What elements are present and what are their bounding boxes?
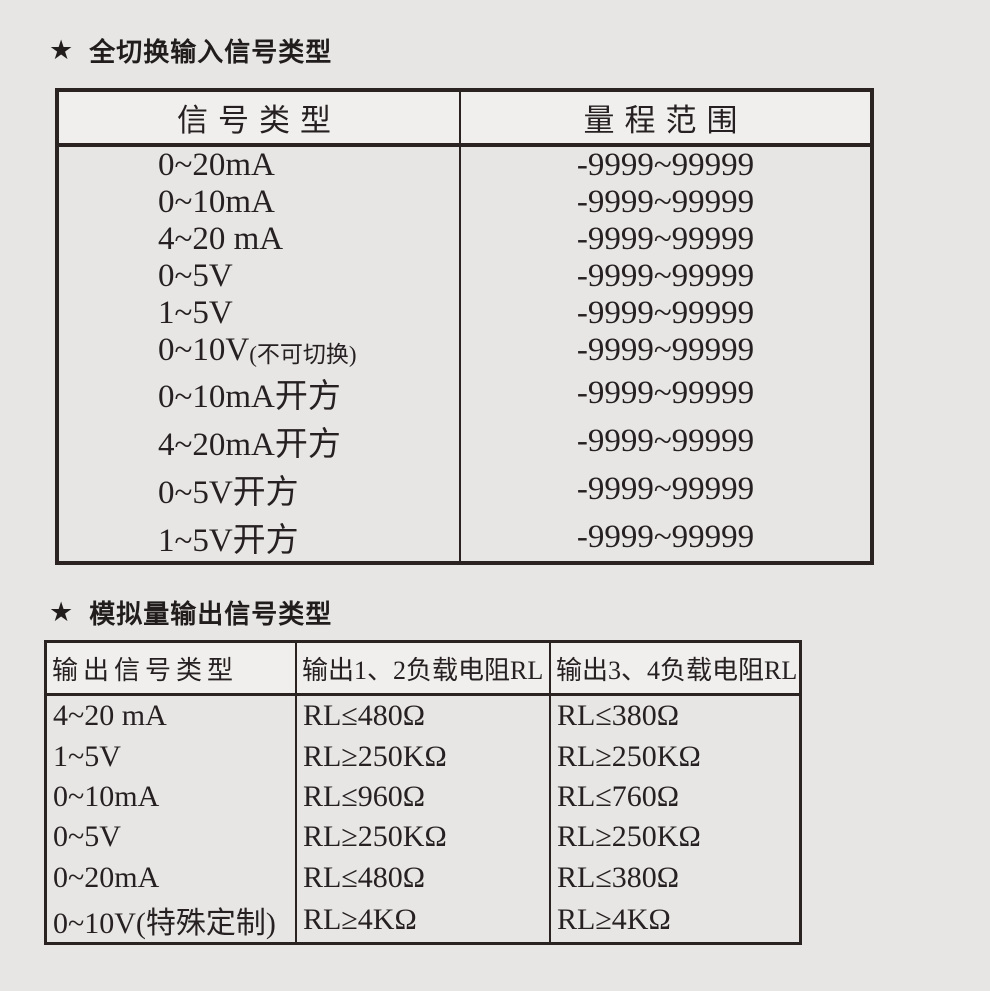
star-icon: ★	[49, 597, 75, 628]
range-cell: -9999~99999	[576, 147, 755, 183]
range-cell: -9999~99999	[576, 295, 755, 331]
table-row: 0~20mA RL≤480Ω RL≤380Ω	[47, 857, 799, 899]
output-signal-table: 输出信号类型 输出1、2负载电阻RL 输出3、4负载电阻RL 4~20 mA R…	[44, 640, 802, 945]
header-load-resistance-1-2: 输出1、2负载电阻RL	[297, 643, 551, 693]
table-row: 4~20 mA -9999~99999	[59, 221, 870, 258]
signal-type-cell: 0~20mA	[59, 147, 461, 184]
range-cell: -9999~99999	[576, 470, 755, 507]
table-row: 0~10V(特殊定制) RL≥4KΩ RL≥4KΩ	[47, 898, 799, 943]
signal-type-note: (不可切换)	[249, 342, 357, 367]
signal-type-cell: 1~5V开方	[59, 513, 461, 561]
output-signal-section-heading: ★ 模拟量输出信号类型	[49, 594, 332, 631]
header-signal-type: 信号类型	[59, 92, 461, 143]
signal-type-cell: 0~10mA开方	[59, 369, 461, 417]
load-resistance-1-2-cell: RL≤960Ω	[297, 776, 551, 818]
table-row: 4~20 mA RL≤480Ω RL≤380Ω	[47, 696, 799, 737]
load-resistance-1-2-cell: RL≥4KΩ	[297, 898, 551, 943]
signal-type-text: 1~5V开方	[158, 523, 299, 559]
load-resistance-3-4-cell: RL≤760Ω	[557, 780, 680, 814]
table-row: 0~20mA -9999~99999	[59, 147, 870, 184]
input-signal-table: 信号类型 量程范围 0~20mA -9999~99999 0~10mA -999…	[55, 88, 874, 565]
load-resistance-3-4-cell: RL≤380Ω	[557, 860, 680, 894]
table-row: 0~10mA开方 -9999~99999	[59, 369, 870, 417]
signal-type-text: 4~20 mA	[158, 221, 284, 257]
load-resistance-3-4-cell: RL≥4KΩ	[557, 903, 671, 937]
signal-type-text: 0~5V	[158, 258, 233, 294]
signal-type-text: 0~10V	[158, 332, 250, 368]
table-row: 1~5V RL≥250KΩ RL≥250KΩ	[47, 736, 799, 777]
input-signal-section-heading: ★ 全切换输入信号类型	[49, 32, 332, 69]
table-row: 0~10mA RL≤960Ω RL≤760Ω	[47, 776, 799, 818]
range-cell: -9999~99999	[576, 374, 755, 411]
signal-type-cell: 1~5V	[59, 295, 461, 332]
header-load-resistance-3-4: 输出3、4负载电阻RL	[556, 655, 798, 685]
output-type-cell: 0~10V(特殊定制)	[47, 898, 297, 943]
table-row: 1~5V -9999~99999	[59, 295, 870, 332]
signal-type-text: 0~10mA开方	[158, 379, 341, 415]
signal-type-cell: 4~20 mA	[59, 221, 461, 258]
output-type-cell: 0~20mA	[47, 857, 297, 899]
input-signal-heading-text: 全切换输入信号类型	[89, 38, 333, 68]
input-signal-table-body: 0~20mA -9999~99999 0~10mA -9999~99999 4~…	[59, 147, 870, 561]
output-type-cell: 4~20 mA	[47, 696, 297, 737]
load-resistance-1-2-cell: RL≤480Ω	[297, 696, 551, 737]
signal-type-text: 4~20mA开方	[158, 427, 341, 463]
load-resistance-3-4-cell: RL≤380Ω	[557, 699, 680, 733]
signal-type-text: 0~10mA	[158, 184, 275, 220]
table-row: 0~10mA -9999~99999	[59, 184, 870, 221]
output-signal-heading-text: 模拟量输出信号类型	[89, 600, 333, 630]
signal-type-text: 0~20mA	[158, 147, 275, 183]
load-resistance-3-4-cell: RL≥250KΩ	[557, 739, 701, 773]
load-resistance-3-4-cell: RL≥250KΩ	[557, 820, 701, 854]
load-resistance-1-2-cell: RL≤480Ω	[297, 857, 551, 899]
range-cell: -9999~99999	[576, 518, 755, 555]
input-signal-table-header: 信号类型 量程范围	[59, 92, 870, 147]
signal-type-cell: 4~20mA开方	[59, 417, 461, 465]
output-type-cell: 1~5V	[47, 736, 297, 777]
table-row: 4~20mA开方 -9999~99999	[59, 417, 870, 465]
header-output-signal-type: 输出信号类型	[47, 643, 297, 693]
load-resistance-1-2-cell: RL≥250KΩ	[297, 736, 551, 777]
output-signal-table-header: 输出信号类型 输出1、2负载电阻RL 输出3、4负载电阻RL	[47, 643, 799, 696]
range-cell: -9999~99999	[576, 332, 755, 368]
range-cell: -9999~99999	[576, 184, 755, 220]
range-cell: -9999~99999	[576, 258, 755, 294]
table-row: 1~5V开方 -9999~99999	[59, 513, 870, 561]
header-range: 量程范围	[583, 103, 748, 138]
output-signal-table-body: 4~20 mA RL≤480Ω RL≤380Ω 1~5V RL≥250KΩ RL…	[47, 696, 799, 943]
signal-type-cell: 0~10mA	[59, 184, 461, 221]
signal-type-text: 0~5V开方	[158, 475, 299, 511]
table-row: 0~10V (不可切换) -9999~99999	[59, 332, 870, 369]
table-row: 0~5V开方 -9999~99999	[59, 465, 870, 513]
star-icon: ★	[49, 35, 75, 66]
table-row: 0~5V RL≥250KΩ RL≥250KΩ	[47, 817, 799, 858]
output-type-cell: 0~10mA	[47, 776, 297, 818]
table-row: 0~5V -9999~99999	[59, 258, 870, 295]
signal-type-cell: 0~5V	[59, 258, 461, 295]
range-cell: -9999~99999	[576, 221, 755, 257]
signal-type-text: 1~5V	[158, 295, 233, 331]
signal-type-cell: 0~5V开方	[59, 465, 461, 513]
signal-type-cell: 0~10V (不可切换)	[59, 332, 461, 369]
range-cell: -9999~99999	[576, 422, 755, 459]
load-resistance-1-2-cell: RL≥250KΩ	[297, 817, 551, 858]
output-type-cell: 0~5V	[47, 817, 297, 858]
